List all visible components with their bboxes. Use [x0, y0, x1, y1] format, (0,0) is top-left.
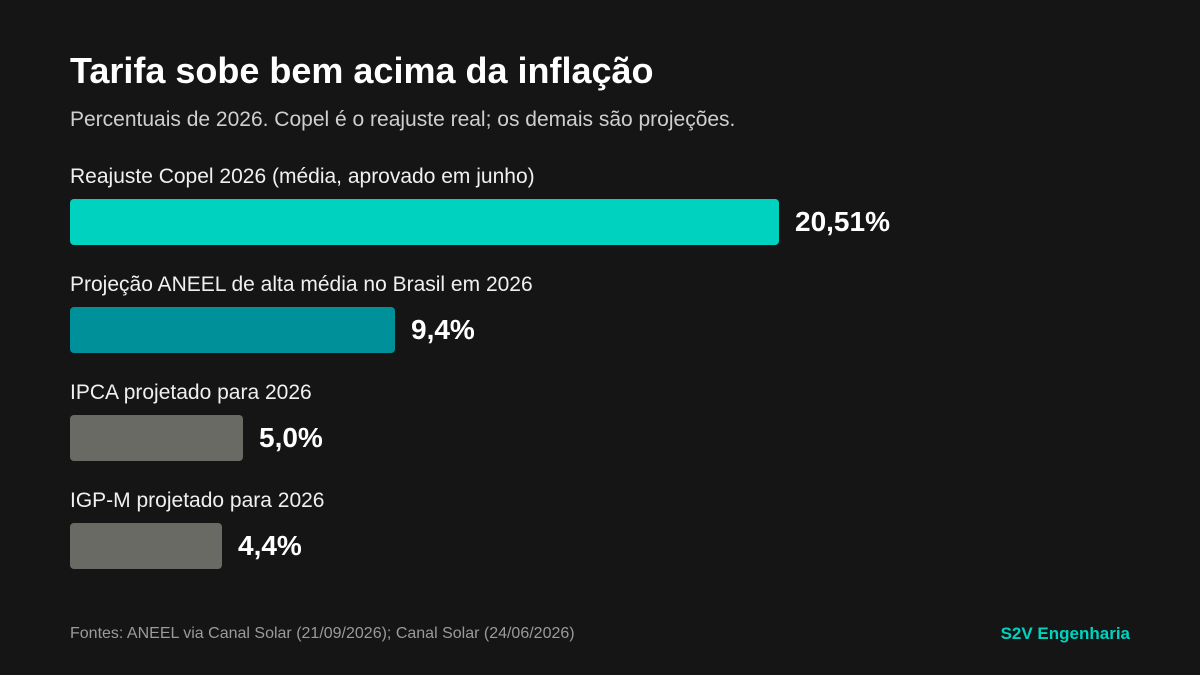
category-label: IGP-M projetado para 2026 — [70, 489, 325, 512]
bar — [70, 307, 395, 353]
bar — [70, 523, 222, 569]
brand-label: S2V Engenharia — [1000, 624, 1130, 643]
value-label: 9,4% — [411, 314, 475, 345]
source-note: Fontes: ANEEL via Canal Solar (21/09/202… — [70, 625, 575, 642]
value-label: 5,0% — [259, 422, 323, 453]
value-label: 4,4% — [238, 530, 302, 561]
bar — [70, 415, 243, 461]
chart-title: Tarifa sobe bem acima da inflação — [70, 50, 654, 91]
bar — [70, 199, 779, 245]
category-label: IPCA projetado para 2026 — [70, 381, 312, 404]
category-label: Reajuste Copel 2026 (média, aprovado em … — [70, 165, 535, 188]
category-label: Projeção ANEEL de alta média no Brasil e… — [70, 273, 533, 296]
value-label: 20,51% — [795, 206, 890, 237]
chart-subtitle: Percentuais de 2026. Copel é o reajuste … — [70, 108, 736, 131]
